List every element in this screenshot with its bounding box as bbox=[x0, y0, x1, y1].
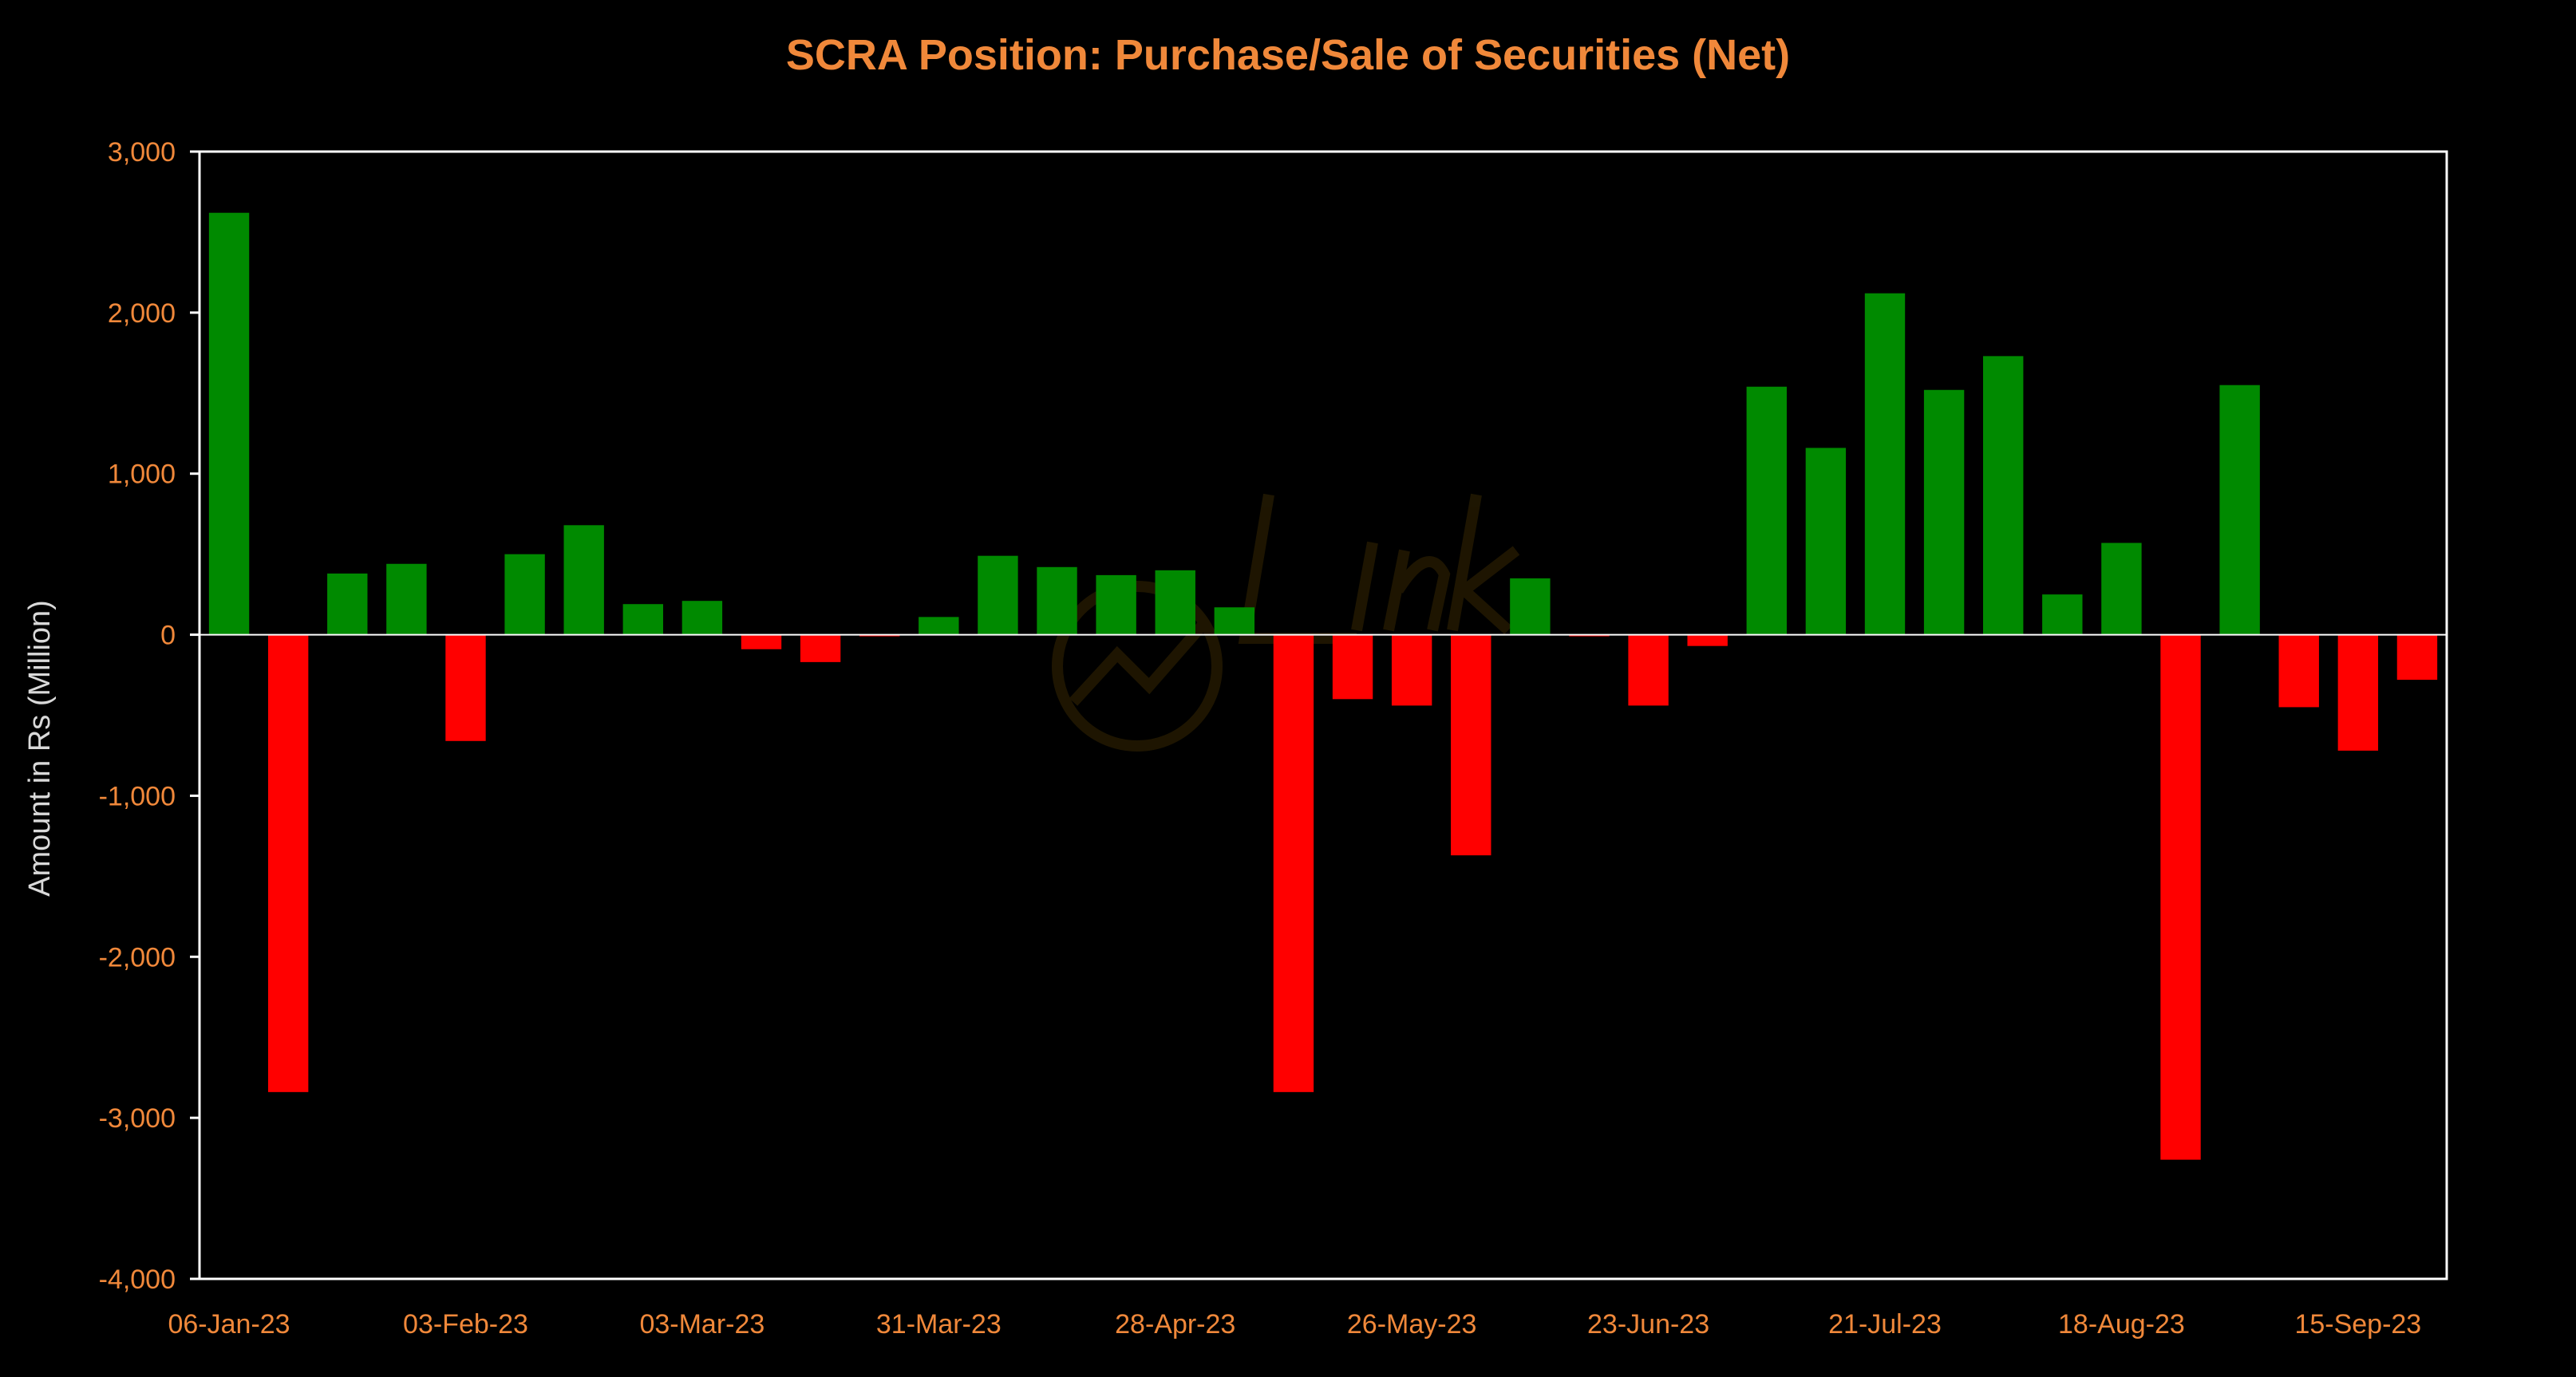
plot-frame bbox=[198, 150, 2448, 1280]
bar-22-Sep-23 bbox=[2396, 634, 2438, 681]
bar-27-Jan-23 bbox=[386, 563, 427, 635]
bar-19-May-23 bbox=[1332, 634, 1373, 700]
chart-title: SCRA Position: Purchase/Sale of Securiti… bbox=[785, 31, 1791, 79]
bar-01-Sep-23 bbox=[2219, 385, 2260, 635]
y-tick-label: -4,000 bbox=[99, 1265, 176, 1295]
bar-17-Feb-23 bbox=[563, 525, 604, 635]
bar-17-Mar-23 bbox=[800, 634, 841, 662]
y-tick-label: 1,000 bbox=[108, 460, 176, 490]
bar-26-May-23 bbox=[1391, 634, 1432, 706]
x-axis: 06-Jan-23 03-Feb-23 03-Mar-23 31-Mar-23 28-A… bbox=[168, 1309, 2421, 1340]
x-tick-label: 18-Aug-23 bbox=[2058, 1309, 2185, 1340]
bar-05-May-23 bbox=[1214, 607, 1255, 635]
bar-03-Feb-23 bbox=[445, 634, 486, 741]
bar-15-Sep-23 bbox=[2337, 634, 2379, 751]
bar-18-Aug-23 bbox=[2101, 543, 2142, 635]
y-tick-label: 3,000 bbox=[108, 137, 176, 168]
bar-02-Jun-23 bbox=[1451, 634, 1491, 856]
bar-21-Jul-23 bbox=[1864, 293, 1906, 635]
bar-28-Jul-23 bbox=[1923, 389, 1965, 635]
bar-12-May-23 bbox=[1273, 634, 1314, 1092]
bar-30-Jun-23 bbox=[1687, 634, 1728, 646]
x-tick-label: 26-May-23 bbox=[1347, 1309, 1477, 1340]
bar-09-Jun-23 bbox=[1510, 578, 1551, 635]
x-tick-label: 06-Jan-23 bbox=[168, 1309, 290, 1340]
bar-14-Jul-23 bbox=[1805, 448, 1847, 635]
bar-10-Feb-23 bbox=[504, 554, 545, 635]
bar-08-Sep-23 bbox=[2278, 634, 2319, 708]
bar-07-Apr-23 bbox=[978, 555, 1018, 635]
bar-21-Apr-23 bbox=[1096, 574, 1136, 635]
bars-group bbox=[208, 212, 2438, 1160]
y-tick-label: -1,000 bbox=[99, 781, 176, 811]
x-tick-label: 31-Mar-23 bbox=[876, 1309, 1002, 1340]
y-axis-label: Amount in Rs (Million) bbox=[23, 600, 57, 897]
bar-14-Apr-23 bbox=[1037, 566, 1077, 635]
x-tick-label: 21-Jul-23 bbox=[1828, 1309, 1942, 1340]
bar-03-Mar-23 bbox=[682, 601, 723, 635]
x-tick-label: 03-Mar-23 bbox=[639, 1309, 765, 1340]
bar-23-Jun-23 bbox=[1628, 634, 1669, 706]
x-tick-label: 28-Apr-23 bbox=[1115, 1309, 1235, 1340]
bar-20-Jan-23 bbox=[327, 573, 368, 635]
x-tick-label: 03-Feb-23 bbox=[403, 1309, 528, 1340]
x-tick-label: 15-Sep-23 bbox=[2294, 1309, 2421, 1340]
bar-10-Mar-23 bbox=[741, 634, 782, 649]
bar-24-Mar-23 bbox=[859, 634, 900, 637]
bar-06-Jan-23 bbox=[208, 212, 250, 635]
y-tick-label: 2,000 bbox=[108, 298, 176, 329]
watermark-logo bbox=[1052, 493, 1520, 752]
y-tick-label: -2,000 bbox=[99, 942, 176, 973]
bar-13-Jan-23 bbox=[267, 634, 309, 1092]
bar-07-Jul-23 bbox=[1746, 386, 1787, 635]
bar-28-Apr-23 bbox=[1155, 570, 1195, 635]
y-tick-label: 0 bbox=[160, 621, 176, 651]
bar-25-Aug-23 bbox=[2160, 634, 2201, 1160]
bar-31-Mar-23 bbox=[919, 617, 959, 635]
bar-11-Aug-23 bbox=[2042, 594, 2083, 635]
y-tick-label: -3,000 bbox=[99, 1103, 176, 1134]
x-tick-label: 23-Jun-23 bbox=[1587, 1309, 1709, 1340]
bar-24-Feb-23 bbox=[622, 604, 663, 635]
y-axis: 3,000 2,000 1,000 0 -1,000 -2,000 -3,000 -4,000 bbox=[99, 137, 200, 1295]
bar-04-Aug-23 bbox=[1983, 356, 2024, 635]
